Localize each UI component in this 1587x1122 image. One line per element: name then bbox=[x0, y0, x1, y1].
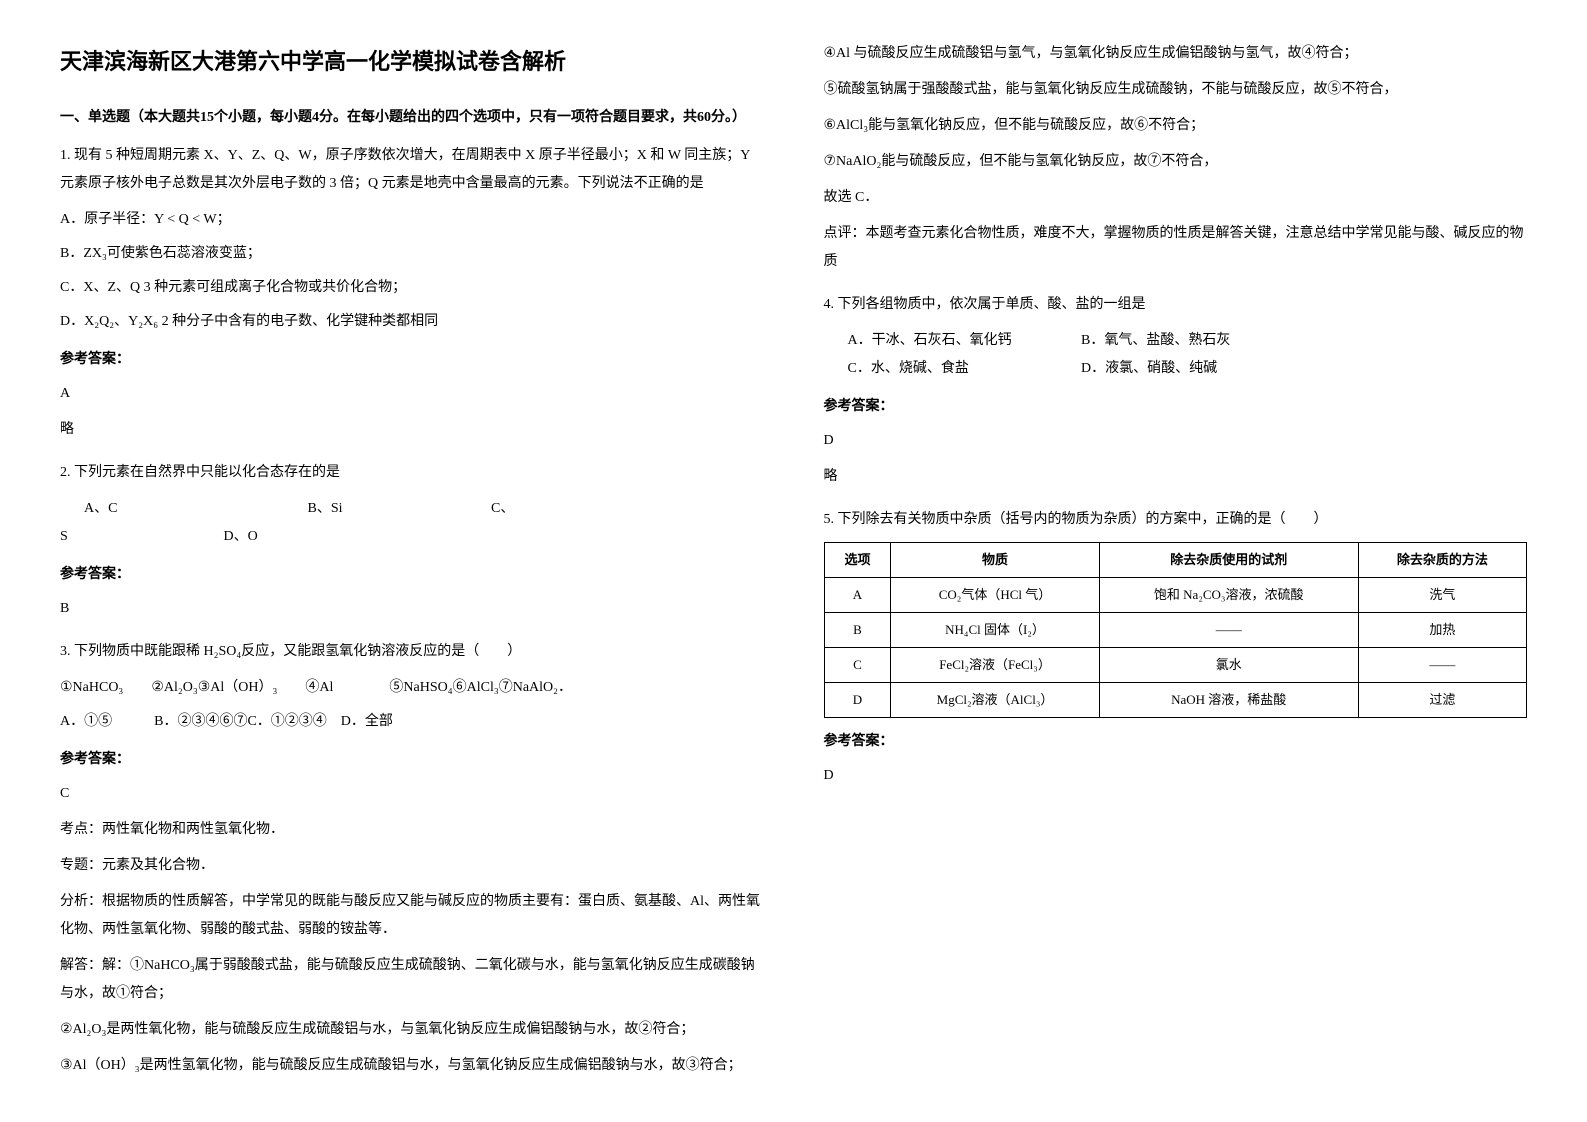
q1-stem: 1. 现有 5 种短周期元素 X、Y、Z、Q、W，原子序数依次增大，在周期表中 … bbox=[60, 142, 764, 198]
q5-cell: D bbox=[824, 683, 891, 718]
q5-cell: MgCl₂溶液（AlCl₃） bbox=[891, 683, 1099, 718]
q3-fenxi: 分析：根据物质的性质解答，中学常见的既能与酸反应又能与碱反应的物质主要有：蛋白质… bbox=[60, 888, 764, 944]
q1-answer-label: 参考答案： bbox=[60, 346, 764, 374]
q5-cell: 饱和 Na₂CO₃溶液，浓硫酸 bbox=[1099, 578, 1358, 613]
q5-stem: 5. 下列除去有关物质中杂质（括号内的物质为杂质）的方案中，正确的是（ ） bbox=[824, 506, 1528, 534]
q3-jieda-4: ④Al 与硫酸反应生成硫酸铝与氢气，与氢氧化钠反应生成偏铝酸钠与氢气，故④符合； bbox=[824, 40, 1528, 68]
table-row: C FeCl₂溶液（FeCl₃） 氯水 —— bbox=[824, 648, 1527, 683]
q5-table: 选项 物质 除去杂质使用的试剂 除去杂质的方法 A CO₂气体（HCl 气） 饱… bbox=[824, 542, 1528, 718]
q5-cell: A bbox=[824, 578, 891, 613]
table-row: B NH₄Cl 固体（I₂） —— 加热 bbox=[824, 613, 1527, 648]
q1-option-d: D．X₂Q₂、Y₂X₆ 2 种分子中含有的电子数、化学键种类都相同 bbox=[60, 308, 764, 336]
q2-answer: B bbox=[60, 595, 764, 623]
q5-cell: NaOH 溶液，稀盐酸 bbox=[1099, 683, 1358, 718]
q3-choices: ①NaHCO₃ ②Al₂O₃③Al（OH）₃ ④Al ⑤NaHSO₄⑥AlCl₃… bbox=[60, 674, 764, 702]
q5-th-1: 物质 bbox=[891, 543, 1099, 578]
section-header: 一、单选题（本大题共15个小题，每小题4分。在每小题给出的四个选项中，只有一项符… bbox=[60, 104, 764, 132]
q1-note: 略 bbox=[60, 416, 764, 444]
q5-cell: 氯水 bbox=[1099, 648, 1358, 683]
q3-jieda-6: ⑥AlCl₃能与氢氧化钠反应，但不能与硫酸反应，故⑥不符合； bbox=[824, 112, 1528, 140]
q3-jieda-5: ⑤硫酸氢钠属于强酸酸式盐，能与氢氧化钠反应生成硫酸钠，不能与硫酸反应，故⑤不符合… bbox=[824, 76, 1528, 104]
q2-options-row2: S D、O bbox=[60, 523, 764, 551]
q1-answer: A bbox=[60, 380, 764, 408]
q5-table-header-row: 选项 物质 除去杂质使用的试剂 除去杂质的方法 bbox=[824, 543, 1527, 578]
q4-option-d: D．液氯、硝酸、纯碱 bbox=[1081, 361, 1217, 376]
page-title: 天津滨海新区大港第六中学高一化学模拟试卷含解析 bbox=[60, 40, 764, 84]
q2-answer-label: 参考答案： bbox=[60, 561, 764, 589]
q5-cell: 洗气 bbox=[1358, 578, 1526, 613]
q3-answer: C bbox=[60, 780, 764, 808]
q5-cell: CO₂气体（HCl 气） bbox=[891, 578, 1099, 613]
q5-cell: —— bbox=[1358, 648, 1526, 683]
q3-jieda-3: ③Al（OH）₃是两性氢氧化物，能与硫酸反应生成硫酸铝与水，与氢氧化钠反应生成偏… bbox=[60, 1052, 764, 1080]
q5-cell: B bbox=[824, 613, 891, 648]
q4-option-c: C．水、烧碱、食盐 bbox=[848, 355, 1078, 383]
q5-answer-label: 参考答案： bbox=[824, 728, 1528, 756]
q2-option-c-suffix: S bbox=[60, 523, 220, 551]
q2-options-row1: A、C B、Si C、 bbox=[60, 495, 764, 523]
q4-answer-label: 参考答案： bbox=[824, 393, 1528, 421]
table-row: A CO₂气体（HCl 气） 饱和 Na₂CO₃溶液，浓硫酸 洗气 bbox=[824, 578, 1527, 613]
q5-cell: 过滤 bbox=[1358, 683, 1526, 718]
q3-zhuanti: 专题：元素及其化合物． bbox=[60, 852, 764, 880]
q4-answer: D bbox=[824, 427, 1528, 455]
q2-stem: 2. 下列元素在自然界中只能以化合态存在的是 bbox=[60, 459, 764, 487]
q3-stem: 3. 下列物质中既能跟稀 H₂SO₄反应，又能跟氢氧化钠溶液反应的是（ ） bbox=[60, 638, 764, 666]
q1-option-a: A．原子半径：Y < Q < W； bbox=[60, 206, 764, 234]
q1-option-b: B．ZX₃可使紫色石蕊溶液变蓝； bbox=[60, 240, 764, 268]
q2-option-b: B、Si bbox=[308, 495, 488, 523]
q5-cell: NH₄Cl 固体（I₂） bbox=[891, 613, 1099, 648]
q4-note: 略 bbox=[824, 463, 1528, 491]
q4-stem: 4. 下列各组物质中，依次属于单质、酸、盐的一组是 bbox=[824, 291, 1528, 319]
table-row: D MgCl₂溶液（AlCl₃） NaOH 溶液，稀盐酸 过滤 bbox=[824, 683, 1527, 718]
question-2: 2. 下列元素在自然界中只能以化合态存在的是 A、C B、Si C、 S D、O… bbox=[60, 459, 764, 623]
q4-option-b: B．氧气、盐酸、熟石灰 bbox=[1081, 333, 1230, 348]
q5-th-0: 选项 bbox=[824, 543, 891, 578]
q3-jieda-8: 故选 C． bbox=[824, 184, 1528, 212]
q4-option-a: A．干冰、石灰石、氧化钙 bbox=[848, 327, 1078, 355]
q5-th-2: 除去杂质使用的试剂 bbox=[1099, 543, 1358, 578]
q2-option-d: D、O bbox=[224, 529, 258, 544]
q4-options-row1: A．干冰、石灰石、氧化钙 B．氧气、盐酸、熟石灰 bbox=[824, 327, 1528, 355]
q3-dianping: 点评：本题考查元素化合物性质，难度不大，掌握物质的性质是解答关键，注意总结中学常… bbox=[824, 220, 1528, 276]
q1-option-c: C．X、Z、Q 3 种元素可组成离子化合物或共价化合物； bbox=[60, 274, 764, 302]
q3-jieda-7: ⑦NaAlO₂能与硫酸反应，但不能与氢氧化钠反应，故⑦不符合， bbox=[824, 148, 1528, 176]
question-5: 5. 下列除去有关物质中杂质（括号内的物质为杂质）的方案中，正确的是（ ） 选项… bbox=[824, 506, 1528, 790]
q5-cell: —— bbox=[1099, 613, 1358, 648]
question-4: 4. 下列各组物质中，依次属于单质、酸、盐的一组是 A．干冰、石灰石、氧化钙 B… bbox=[824, 291, 1528, 491]
q2-option-c-prefix: C、 bbox=[491, 495, 514, 523]
q5-cell: FeCl₂溶液（FeCl₃） bbox=[891, 648, 1099, 683]
q5-th-3: 除去杂质的方法 bbox=[1358, 543, 1526, 578]
q3-kaodian: 考点：两性氧化物和两性氢氧化物． bbox=[60, 816, 764, 844]
question-1: 1. 现有 5 种短周期元素 X、Y、Z、Q、W，原子序数依次增大，在周期表中 … bbox=[60, 142, 764, 444]
q3-jieda-1: 解答：解：①NaHCO₃属于弱酸酸式盐，能与硫酸反应生成硫酸钠、二氧化碳与水，能… bbox=[60, 952, 764, 1008]
q4-options-row2: C．水、烧碱、食盐 D．液氯、硝酸、纯碱 bbox=[824, 355, 1528, 383]
q3-options: A．①⑤ B．②③④⑥⑦C．①②③④ D．全部 bbox=[60, 708, 764, 736]
q5-cell: 加热 bbox=[1358, 613, 1526, 648]
q3-jieda-2: ②Al₂O₃是两性氧化物，能与硫酸反应生成硫酸铝与水，与氢氧化钠反应生成偏铝酸钠… bbox=[60, 1016, 764, 1044]
q3-answer-label: 参考答案： bbox=[60, 746, 764, 774]
q2-option-a: A、C bbox=[84, 495, 304, 523]
q5-answer: D bbox=[824, 762, 1528, 790]
q5-cell: C bbox=[824, 648, 891, 683]
